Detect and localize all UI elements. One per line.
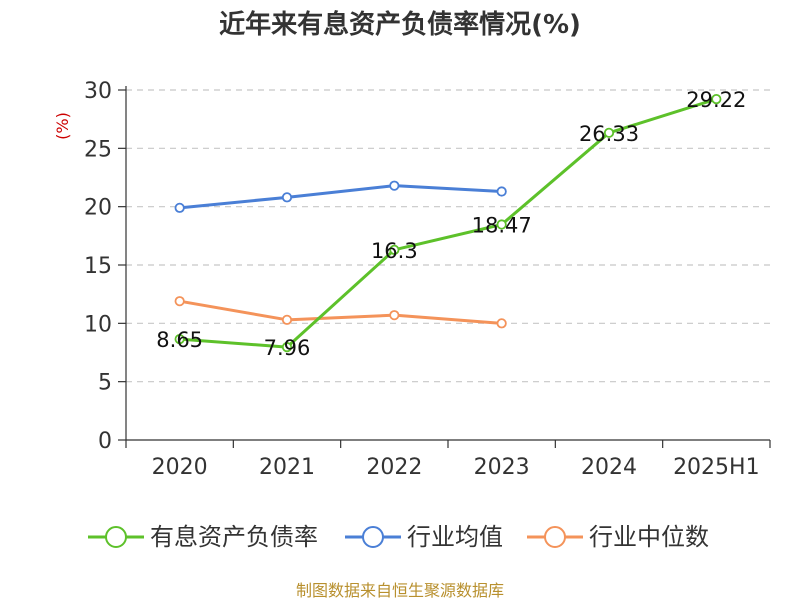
y-axis-label: (%) bbox=[53, 112, 72, 140]
data-label: 8.65 bbox=[156, 328, 203, 352]
legend-item: 有息资产负债率 bbox=[88, 523, 318, 551]
series-line bbox=[179, 184, 502, 210]
y-tick-label: 30 bbox=[84, 79, 112, 104]
data-point bbox=[174, 333, 185, 345]
data-label: 7.96 bbox=[264, 336, 311, 360]
y-tick-label: 0 bbox=[98, 429, 112, 454]
data-point bbox=[711, 94, 722, 105]
series-line bbox=[179, 97, 717, 349]
data-point bbox=[174, 202, 185, 213]
legend-label: 行业中位数 bbox=[589, 523, 709, 551]
chart-title: 近年来有息资产负债率情况(%) bbox=[219, 9, 581, 40]
data-label: 16.3 bbox=[371, 239, 418, 263]
data-point bbox=[496, 186, 507, 197]
legend-marker bbox=[362, 526, 384, 548]
data-point bbox=[281, 314, 293, 325]
series-lines bbox=[174, 94, 722, 353]
data-point bbox=[174, 296, 185, 307]
series-line bbox=[179, 299, 502, 325]
x-tick-label: 2020 bbox=[152, 455, 208, 480]
y-tick-label: 15 bbox=[84, 254, 112, 279]
legend-item: 行业均值 bbox=[345, 523, 503, 551]
data-point bbox=[389, 244, 400, 255]
y-tick-label: 20 bbox=[84, 196, 112, 221]
data-point bbox=[281, 192, 293, 203]
data-label: 29.22 bbox=[686, 88, 746, 112]
data-point bbox=[281, 342, 293, 353]
x-tick-label: 2024 bbox=[581, 455, 637, 480]
legend-marker bbox=[544, 526, 566, 548]
legend-label: 有息资产负债率 bbox=[150, 523, 318, 551]
data-point bbox=[496, 318, 507, 329]
x-tick-label: 2021 bbox=[259, 455, 315, 480]
x-tick-label: 2025H1 bbox=[673, 455, 760, 480]
y-tick-label: 25 bbox=[84, 137, 112, 162]
y-tick-label: 10 bbox=[84, 312, 112, 337]
data-point bbox=[496, 219, 507, 230]
axes: 0 5 10 15 20 25 30 2020 2021 2022 2023 2024 2025H1 bbox=[84, 79, 771, 480]
data-point bbox=[389, 310, 400, 321]
data-label: 18.47 bbox=[472, 214, 532, 238]
grid bbox=[126, 89, 770, 383]
y-tick-label: 5 bbox=[98, 371, 112, 396]
legend: 有息资产负债率 行业均值 行业中位数 bbox=[88, 523, 709, 551]
legend-item: 行业中位数 bbox=[527, 523, 709, 551]
source-note: 制图数据来自恒生聚源数据库 bbox=[296, 581, 504, 600]
x-tick-label: 2022 bbox=[366, 455, 422, 480]
data-point bbox=[389, 180, 400, 191]
legend-label: 行业均值 bbox=[407, 523, 503, 551]
legend-marker bbox=[105, 526, 127, 548]
data-label: 26.33 bbox=[579, 122, 639, 146]
data-point bbox=[603, 127, 615, 138]
data-labels: 8.65 7.96 16.3 18.47 26.33 29.22 bbox=[156, 88, 746, 360]
x-tick-label: 2023 bbox=[474, 455, 530, 480]
